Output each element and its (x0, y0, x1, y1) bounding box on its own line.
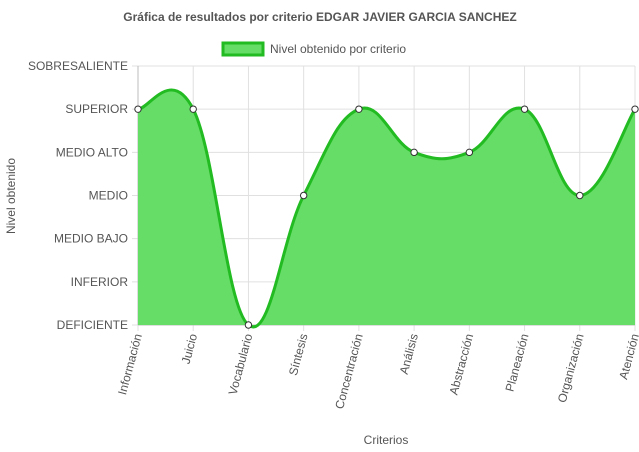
data-points (134, 105, 639, 329)
y-tick-label: MEDIO ALTO (56, 145, 128, 159)
series-area (138, 89, 635, 327)
y-tick-label: INFERIOR (71, 275, 129, 289)
data-point-5[interactable] (410, 148, 418, 157)
x-axis-ticks: Información Juicio Vocabulario Síntesis Conc… (115, 332, 639, 411)
x-tick-label: Organización (555, 332, 587, 404)
y-tick-label: DEFICIENTE (57, 318, 128, 332)
y-axis-title: Nivel obtenido (4, 158, 18, 234)
x-tick-label: Información (115, 332, 145, 396)
y-tick-label: SOBRESALIENTE (28, 59, 128, 73)
x-tick-label: Planeación (503, 332, 532, 393)
area-layer (137, 88, 637, 329)
legend-swatch (221, 41, 265, 57)
chart-title: Gráfica de resultados por criterio EDGAR… (123, 10, 516, 24)
data-point-6[interactable] (465, 148, 474, 157)
data-point-0[interactable] (134, 105, 142, 113)
y-tick-label: MEDIO BAJO (54, 232, 128, 246)
y-tick-label: MEDIO (89, 189, 128, 203)
legend[interactable]: Nivel obtenido por criterio (221, 41, 406, 57)
data-point-2[interactable] (244, 321, 253, 329)
y-axis-ticks: DEFICIENTE INFERIOR MEDIO BAJO MEDIO MEDIO A… (28, 59, 128, 332)
data-point-1[interactable] (189, 105, 197, 113)
legend-label: Nivel obtenido por criterio (270, 42, 406, 56)
data-point-7[interactable] (520, 105, 529, 113)
x-tick-label: Análisis (397, 332, 421, 376)
x-tick-label: Síntesis (286, 332, 311, 377)
x-tick-label: Concentración (332, 332, 366, 410)
y-tick-label: SUPERIOR (65, 102, 128, 116)
data-point-8[interactable] (576, 191, 584, 200)
x-tick-label: Juicio (179, 332, 201, 366)
data-point-9[interactable] (631, 105, 639, 113)
data-point-4[interactable] (355, 105, 363, 113)
x-axis-title: Criterios (364, 433, 409, 447)
x-tick-label: Atención (616, 332, 639, 381)
x-tick-label: Vocabulario (226, 332, 256, 397)
x-tick-label: Abstracción (446, 332, 476, 396)
data-point-3[interactable] (299, 191, 308, 200)
